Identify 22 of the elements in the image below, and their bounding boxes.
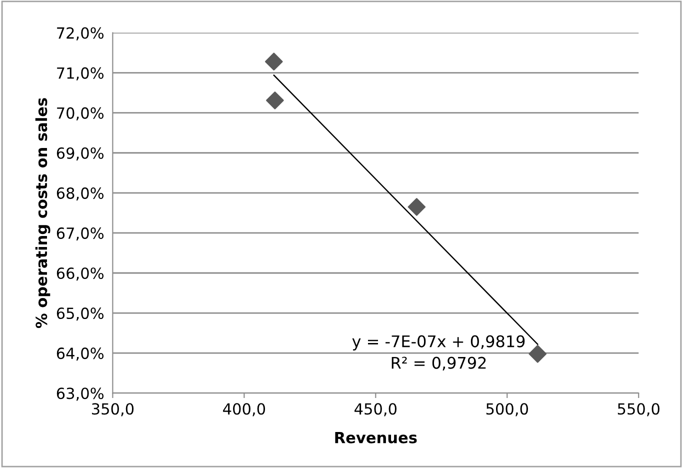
x-tick-label: 400,0 — [223, 403, 266, 416]
x-axis-title: Revenues — [335, 432, 417, 444]
point — [528, 344, 547, 363]
x-tick-label: 450,0 — [354, 403, 397, 416]
y-tick-label: 64,0% — [56, 348, 104, 361]
y-tick-label: 66,0% — [56, 267, 104, 281]
point — [408, 198, 426, 216]
annotation: y = -7E-07x + 0,9819 R² = 0,9792 — [352, 335, 525, 371]
point — [264, 52, 283, 70]
y-tick-label: 68,0% — [56, 187, 104, 200]
x-tick-label: 500,0 — [486, 403, 528, 416]
y-tick-label: 65,0% — [56, 308, 104, 321]
y-tick-label: 63,0% — [56, 388, 104, 401]
point — [266, 92, 284, 110]
x-tick-label: 350,0 — [92, 403, 134, 416]
x-tick-label: 550,0 — [618, 403, 660, 416]
y-tick-label: 72,0% — [57, 27, 104, 40]
y-axis-title: % operating costs on sales — [35, 98, 50, 328]
y-tick-label: 70,0% — [57, 107, 104, 120]
y-tick-label: 71,0% — [57, 67, 104, 80]
y-tick-label: 67,0% — [56, 227, 104, 241]
y-tick-label: 69,0% — [56, 147, 104, 160]
